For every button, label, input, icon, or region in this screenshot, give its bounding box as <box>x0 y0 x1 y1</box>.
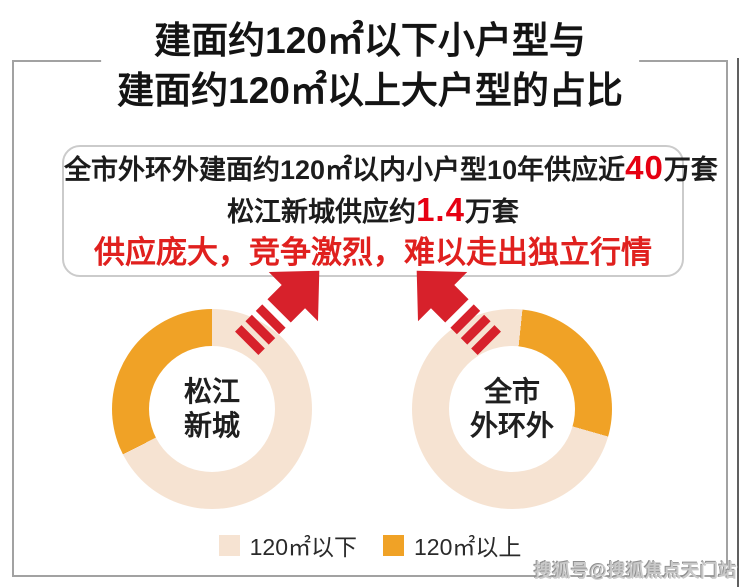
summary-line1-suffix: 万套 <box>663 155 718 185</box>
donut-center-citywide: 全市 外环外 <box>449 346 575 472</box>
up-arrow-icon-left <box>235 270 320 355</box>
legend-label-small-units: 120㎡以下 <box>249 534 357 560</box>
summary-line2-text: 松江新城供应约 <box>227 197 417 227</box>
watermark-text: 搜狐号@搜狐焦点天门站 <box>533 561 737 581</box>
legend-swatch-large-units <box>383 534 404 556</box>
page-title: 建面约120㎡以下小户型与 建面约120㎡以上大户型的占比 <box>101 16 639 116</box>
summary-line1-text: 全市外环外建面约120㎡以内小户型10年供应近 <box>64 155 626 185</box>
donut-chart-citywide: 全市 外环外 <box>412 309 612 509</box>
legend-item-small-units: 120㎡以下 <box>218 528 357 562</box>
donut-label-songjiang-line1: 松江 <box>183 376 240 408</box>
summary-line2-highlight: 1.4 <box>416 191 465 228</box>
legend-item-large-units: 120㎡以上 <box>383 528 521 562</box>
summary-line2-suffix: 万套 <box>464 197 519 227</box>
donut-label-citywide-line2: 外环外 <box>469 410 554 441</box>
page-title-line2: 建面约120㎡以上大户型的占比 <box>117 69 623 111</box>
screen-edge-line <box>737 58 739 587</box>
summary-line1-highlight: 40 <box>625 149 664 186</box>
chart-legend: 120㎡以下 120㎡以上 <box>0 528 740 562</box>
outer-frame <box>12 60 728 577</box>
donut-label-citywide-line1: 全市 <box>483 376 540 408</box>
summary-line-2: 松江新城供应约1.4万套 <box>64 190 682 232</box>
summary-warning-line: 供应庞大，竞争激烈，难以走出独立行情 <box>94 235 652 270</box>
legend-swatch-small-units <box>218 534 240 556</box>
donut-label-songjiang-line2: 新城 <box>183 410 240 441</box>
donut-chart-songjiang: 松江 新城 <box>112 309 312 509</box>
donut-center-songjiang: 松江 新城 <box>149 346 275 472</box>
summary-callout-box: 全市外环外建面约120㎡以内小户型10年供应近40万套 松江新城供应约1.4万套… <box>62 145 718 277</box>
summary-line-1: 全市外环外建面约120㎡以内小户型10年供应近40万套 <box>64 148 718 190</box>
page-title-line1: 建面约120㎡以下小户型与 <box>154 20 586 61</box>
up-arrow-icon-right <box>416 270 501 355</box>
legend-label-large-units: 120㎡以上 <box>414 534 522 560</box>
